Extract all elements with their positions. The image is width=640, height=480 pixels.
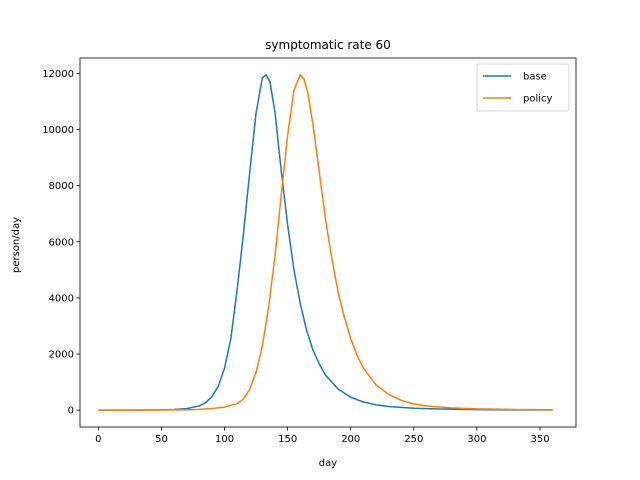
y-tick-label: 4000 bbox=[49, 293, 74, 304]
x-tick-label: 300 bbox=[467, 434, 486, 445]
chart-title: symptomatic rate 60 bbox=[265, 38, 391, 52]
x-axis-label: day bbox=[319, 458, 337, 469]
axes-frame bbox=[79, 57, 577, 428]
x-tick-label: 50 bbox=[155, 434, 168, 445]
axes: 0 50 100 150 200 250 300 350 0 2000 4000 6000 8000 10… bbox=[42, 57, 577, 445]
y-tick-label: 2000 bbox=[49, 350, 74, 361]
x-tick-label: 200 bbox=[341, 434, 360, 445]
series-line-policy bbox=[98, 74, 553, 411]
x-tick-label: 150 bbox=[278, 434, 297, 445]
x-tick-label: 100 bbox=[215, 434, 234, 445]
legend-label-policy: policy bbox=[523, 94, 553, 105]
y-tick-label: 0 bbox=[68, 406, 74, 417]
y-axis-label: person/day bbox=[11, 217, 22, 273]
x-tick-label: 350 bbox=[530, 434, 549, 445]
y-tick-label: 8000 bbox=[49, 181, 74, 192]
y-tick-label: 6000 bbox=[49, 237, 74, 248]
x-tick-label: 250 bbox=[404, 434, 423, 445]
series-line-base bbox=[98, 74, 553, 411]
plot-area bbox=[98, 74, 553, 411]
x-tick-label: 0 bbox=[95, 434, 101, 445]
legend-label-base: base bbox=[523, 72, 547, 83]
y-tick-label: 10000 bbox=[42, 125, 74, 136]
y-tick-label: 12000 bbox=[42, 69, 74, 80]
legend: base policy bbox=[476, 63, 570, 112]
